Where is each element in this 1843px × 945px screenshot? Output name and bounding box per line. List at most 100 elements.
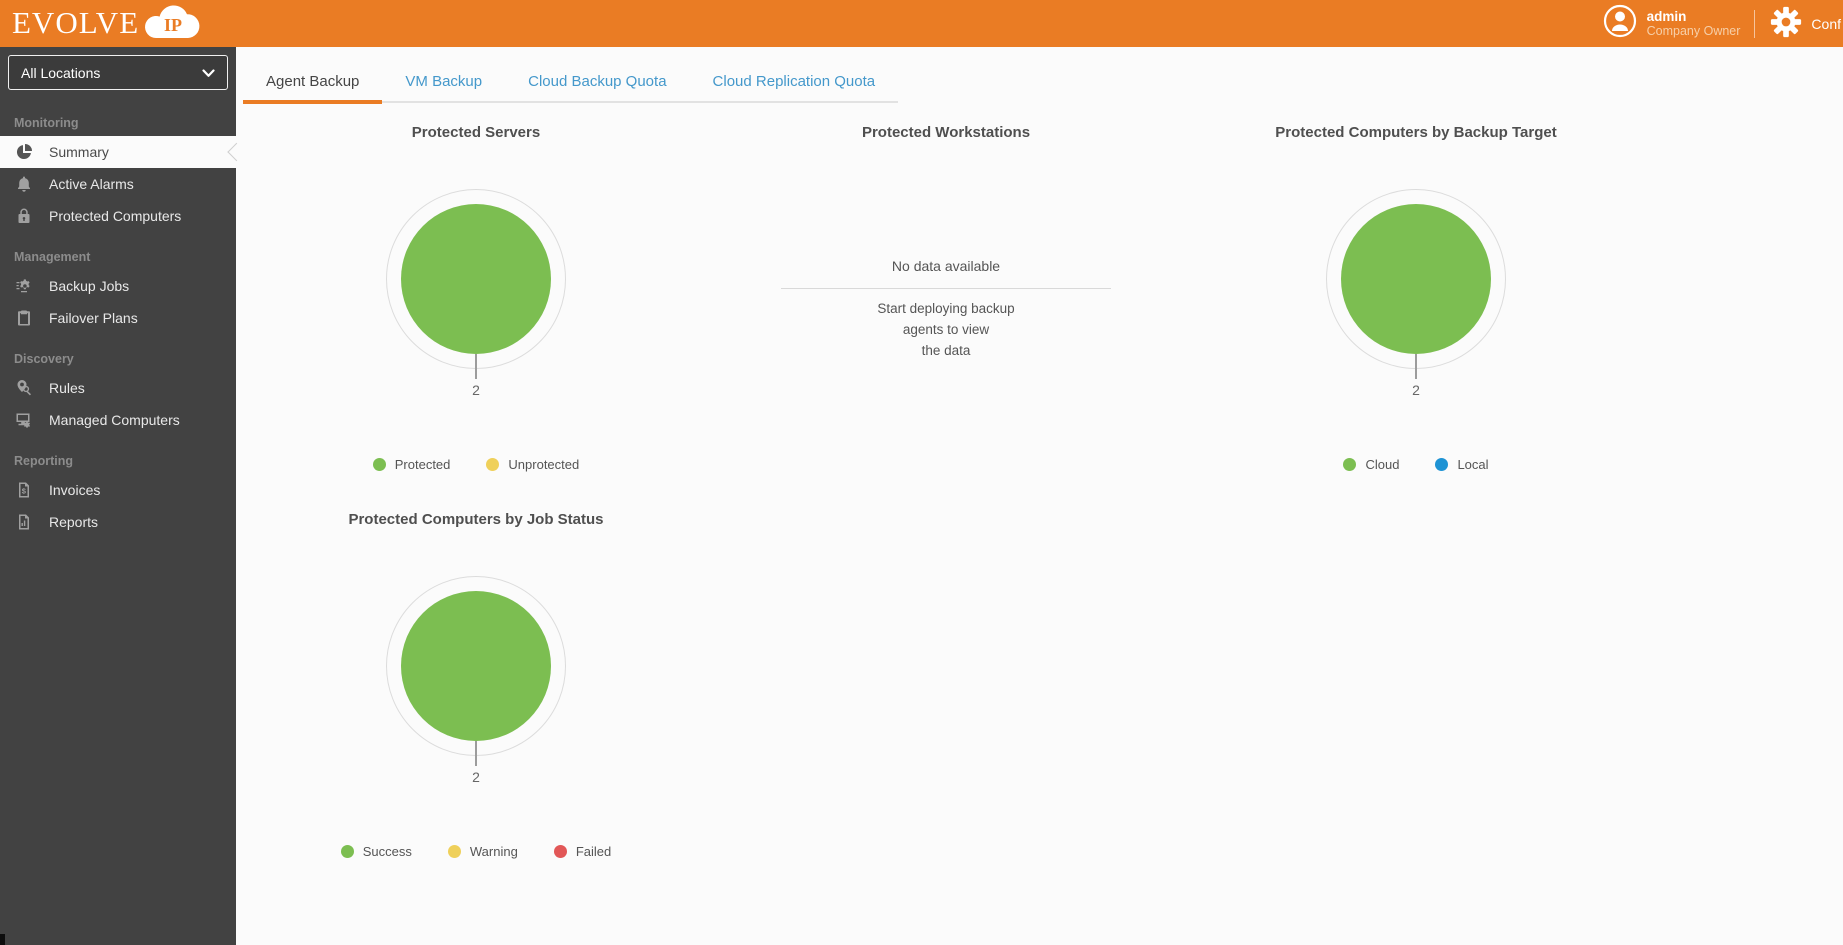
user-name: admin	[1646, 8, 1687, 24]
legend-dot-blue	[1435, 458, 1449, 471]
pie-total-label: 2	[1412, 382, 1420, 398]
pie-chart-icon	[15, 143, 33, 161]
sidebar-item-invoices[interactable]: $ Invoices	[0, 474, 236, 506]
top-header: EVOLVE IP admin Company Owner	[0, 0, 1843, 47]
legend-label: Cloud	[1365, 457, 1400, 472]
brand-logo: EVOLVE IP	[12, 0, 203, 47]
chart-panel-job-status: Protected Computers by Job Status 2 Succ…	[241, 511, 711, 859]
pie-label-leader-line	[475, 354, 477, 379]
sidebar-item-label: Rules	[49, 380, 85, 396]
section-label-reporting: Reporting	[14, 454, 74, 468]
sidebar-item-summary[interactable]: Summary	[0, 136, 246, 168]
chart-legend: Cloud Local	[1181, 457, 1651, 472]
location-filter-value: All Locations	[21, 64, 101, 81]
legend-label: Success	[362, 844, 412, 859]
legend-label: Protected	[394, 457, 451, 472]
chart-title: Protected Computers by Job Status	[348, 511, 604, 528]
cloud-ip-logo-icon: IP	[141, 2, 203, 47]
invoice-icon: $	[15, 481, 33, 499]
header-divider	[1754, 9, 1756, 38]
pin-search-icon	[15, 379, 33, 397]
no-data-message: No data available	[891, 258, 1001, 274]
legend-item-cloud[interactable]: Cloud	[1343, 457, 1399, 472]
sidebar-item-reports[interactable]: Reports	[0, 506, 236, 538]
report-icon	[15, 513, 33, 531]
section-label-management: Management	[14, 250, 91, 264]
pie-slice-cloud	[1341, 204, 1491, 354]
chart-title: Protected Workstations	[861, 124, 1031, 141]
lock-icon	[15, 207, 33, 225]
no-data-divider	[781, 288, 1111, 289]
pie-figure: 2	[386, 576, 566, 808]
legend-label: Warning	[469, 844, 518, 859]
legend-item-failed[interactable]: Failed	[553, 844, 612, 859]
gear-tasks-icon	[15, 277, 33, 295]
legend-item-success[interactable]: Success	[340, 844, 412, 859]
pie-slice-success	[401, 591, 551, 741]
tab-cloud-replication-quota[interactable]: Cloud Replication Quota	[712, 73, 876, 90]
legend-dot-green	[372, 458, 386, 471]
sidebar-item-backup-jobs[interactable]: Backup Jobs	[0, 270, 236, 302]
section-label-discovery: Discovery	[14, 352, 74, 366]
location-filter-select[interactable]: All Locations	[8, 55, 228, 90]
no-data-hint-line: agents to view	[902, 322, 990, 337]
configuration-button[interactable]: Conf	[1769, 5, 1841, 42]
sidebar-item-label: Active Alarms	[49, 176, 134, 192]
chart-legend: Protected Unprotected	[241, 457, 711, 472]
legend-label: Local	[1457, 457, 1489, 472]
pie-slice-protected	[401, 204, 551, 354]
sidebar-item-label: Backup Jobs	[49, 278, 130, 294]
gear-icon	[1769, 5, 1803, 42]
scrollbar-corner	[0, 934, 5, 945]
svg-text:$: $	[22, 487, 27, 496]
configuration-label: Conf	[1811, 15, 1841, 32]
no-data-hint-line: Start deploying backup	[877, 301, 1015, 316]
sidebar-item-managed-computers[interactable]: Managed Computers	[0, 404, 236, 436]
clipboard-icon	[15, 309, 33, 327]
user-avatar-icon	[1602, 3, 1638, 44]
pie-label-leader-line	[1415, 354, 1417, 379]
tab-cloud-backup-quota[interactable]: Cloud Backup Quota	[528, 73, 667, 90]
legend-dot-green	[340, 845, 354, 858]
chart-panel-protected-workstations: Protected Workstations No data available…	[711, 124, 1181, 361]
svg-text:IP: IP	[164, 15, 182, 35]
chart-title: Protected Servers	[411, 124, 541, 141]
legend-item-warning[interactable]: Warning	[447, 844, 518, 859]
legend-dot-red	[553, 845, 567, 858]
sidebar-item-label: Failover Plans	[49, 310, 138, 326]
legend-dot-green	[1343, 458, 1357, 471]
tab-agent-backup[interactable]: Agent Backup	[243, 63, 383, 104]
pie-figure: 2	[1326, 189, 1506, 421]
legend-label: Failed	[575, 844, 612, 859]
brand-logo-text: EVOLVE	[12, 5, 140, 40]
sidebar-item-active-alarms[interactable]: Active Alarms	[0, 168, 236, 200]
sidebar-item-label: Protected Computers	[49, 208, 182, 224]
pie-total-label: 2	[472, 769, 480, 785]
sidebar-item-label: Reports	[49, 514, 99, 530]
legend-item-local[interactable]: Local	[1435, 457, 1489, 472]
tab-vm-backup[interactable]: VM Backup	[405, 73, 483, 90]
tab-bar: Agent Backup VM Backup Cloud Backup Quot…	[243, 63, 899, 104]
main-content: Agent Backup VM Backup Cloud Backup Quot…	[236, 47, 1843, 945]
no-data-hint-line: the data	[921, 343, 971, 358]
sidebar-item-rules[interactable]: Rules	[0, 372, 236, 404]
pie-figure: 2	[386, 189, 566, 421]
legend-item-unprotected[interactable]: Unprotected	[486, 457, 579, 472]
user-menu[interactable]: admin Company Owner	[1602, 3, 1741, 44]
sidebar-item-failover-plans[interactable]: Failover Plans	[0, 302, 236, 334]
chart-panel-backup-target: Protected Computers by Backup Target 2 C…	[1181, 124, 1651, 472]
bell-icon	[15, 175, 33, 193]
user-role: Company Owner	[1646, 24, 1741, 39]
pie-label-leader-line	[475, 741, 477, 766]
chart-panel-protected-servers: Protected Servers 2 Protected Unprotecte…	[241, 124, 711, 472]
sidebar: All Locations Monitoring Summary Active …	[0, 47, 246, 945]
legend-item-protected[interactable]: Protected	[372, 457, 451, 472]
sidebar-item-label: Managed Computers	[49, 412, 180, 428]
sidebar-item-protected-computers[interactable]: Protected Computers	[0, 200, 236, 232]
legend-dot-yellow	[447, 845, 461, 858]
legend-dot-yellow	[486, 458, 500, 471]
monitor-gear-icon	[15, 411, 33, 429]
legend-label: Unprotected	[508, 457, 580, 472]
section-label-monitoring: Monitoring	[14, 116, 79, 130]
chart-title: Protected Computers by Backup Target	[1275, 124, 1557, 141]
